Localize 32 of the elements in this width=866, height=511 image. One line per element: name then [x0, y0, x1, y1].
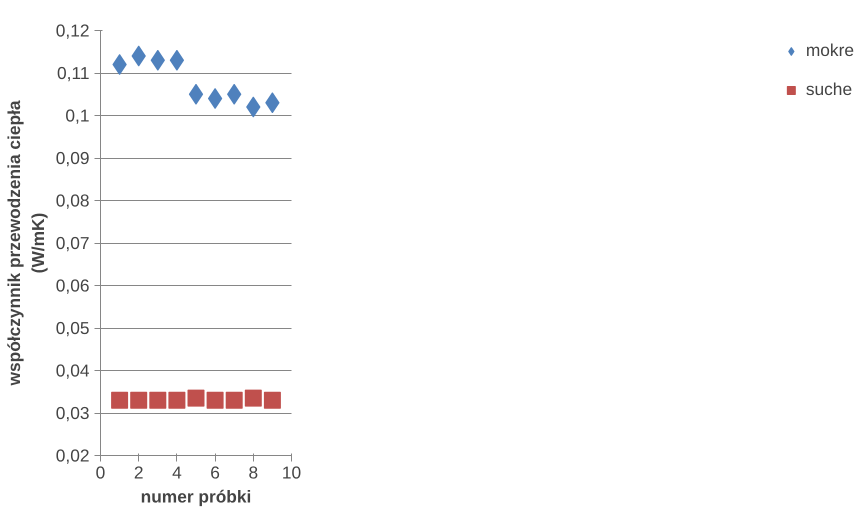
- x-tick-label: 6: [210, 462, 220, 482]
- x-tick-label: 8: [248, 462, 258, 482]
- y-tick-label: 0,1: [65, 106, 90, 126]
- point: [111, 392, 128, 409]
- point: [130, 392, 148, 409]
- x-tick-label: 10: [282, 462, 302, 482]
- x-tick-label: 4: [172, 462, 182, 482]
- point: [226, 392, 243, 409]
- y-tick-label: 0,02: [56, 446, 90, 466]
- y-tick-label: 0,07: [56, 233, 90, 253]
- x-tick-label: 0: [96, 462, 106, 482]
- point: [168, 392, 186, 409]
- y-tick-label: 0,08: [56, 190, 90, 210]
- point: [112, 54, 127, 75]
- y-axis-title: współczynnik przewodzenia ciepła (W/mK): [4, 100, 48, 387]
- y-tick-label: 0,05: [56, 318, 90, 338]
- legend-label: mokre: [806, 40, 854, 61]
- point: [208, 88, 222, 109]
- x-axis-title: numer próbki: [140, 486, 252, 506]
- point: [149, 392, 166, 409]
- y-tick-label: 0,12: [56, 20, 90, 40]
- legend-label: suche: [806, 79, 852, 100]
- y-tick-label: 0,04: [56, 360, 90, 380]
- y-tick-label: 0,06: [56, 276, 90, 296]
- y-tick-label: 0,03: [56, 403, 90, 423]
- point: [244, 390, 262, 407]
- x-tick-label: 2: [134, 462, 144, 482]
- point: [264, 392, 281, 409]
- point: [188, 390, 204, 407]
- y-tick-label: 0,09: [56, 148, 90, 168]
- y-tick-label: 0,11: [57, 63, 90, 83]
- point: [206, 392, 224, 409]
